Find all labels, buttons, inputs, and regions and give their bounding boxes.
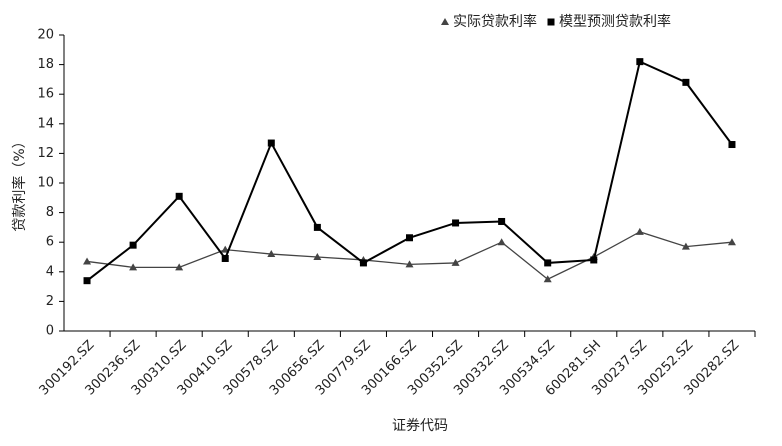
- data-point: [129, 241, 137, 249]
- legend-label: 模型预测贷款利率: [559, 13, 671, 30]
- data-point: [221, 254, 229, 262]
- data-point: [543, 275, 552, 283]
- data-point: [175, 263, 184, 271]
- data-point: [83, 277, 91, 285]
- data-point: [313, 253, 322, 260]
- y-tick-label: 4: [46, 264, 54, 279]
- data-point: [406, 234, 413, 242]
- legend-marker: [547, 18, 555, 26]
- data-point: [681, 242, 690, 250]
- data-point: [175, 192, 183, 200]
- y-tick-label: 14: [37, 116, 54, 131]
- y-tick-label: 6: [46, 235, 54, 250]
- data-point: [267, 139, 275, 147]
- legend-label: 实际贷款利率: [453, 13, 537, 30]
- y-tick-label: 18: [37, 57, 54, 72]
- data-point: [452, 219, 460, 227]
- data-point: [498, 217, 506, 225]
- legend-marker: [441, 18, 449, 25]
- data-point: [313, 223, 321, 231]
- y-tick-label: 16: [37, 87, 54, 102]
- x-axis-label: 证券代码: [392, 418, 448, 434]
- data-point: [728, 141, 736, 149]
- data-point: [635, 227, 644, 235]
- data-point: [497, 238, 506, 246]
- data-point: [636, 58, 644, 66]
- data-point: [682, 78, 690, 86]
- y-tick-label: 2: [46, 294, 54, 309]
- data-point: [129, 263, 138, 271]
- y-tick-label: 20: [37, 28, 54, 43]
- data-point: [451, 258, 460, 266]
- data-point: [544, 259, 552, 267]
- data-point: [83, 257, 92, 265]
- series-line: [86, 60, 733, 282]
- data-point: [359, 259, 367, 267]
- data-point: [267, 250, 276, 258]
- y-tick-label: 8: [46, 205, 54, 220]
- y-tick-label: 10: [37, 176, 54, 191]
- y-tick-label: 0: [46, 324, 54, 339]
- data-point: [590, 256, 598, 264]
- y-axis-label: 贷款利率（%）: [11, 134, 28, 231]
- data-point: [405, 260, 414, 268]
- data-point: [727, 238, 736, 246]
- y-tick-label: 12: [37, 146, 54, 161]
